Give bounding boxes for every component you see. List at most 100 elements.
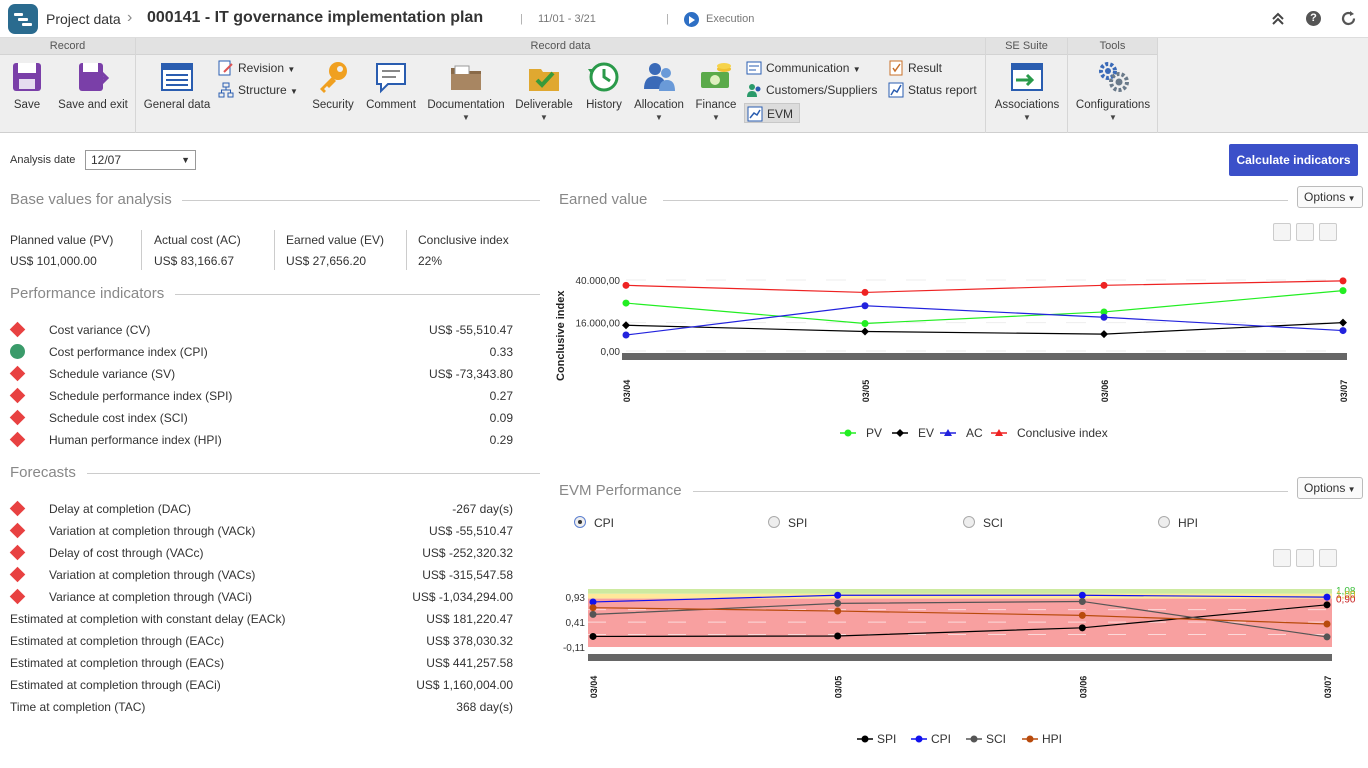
execution-status-icon — [684, 12, 699, 27]
revision-button[interactable]: Revision ▼ — [218, 58, 295, 78]
gears-icon — [1096, 60, 1130, 94]
collapse-up-icon[interactable] — [1271, 12, 1285, 26]
y-tick-label: -0,11 — [563, 643, 585, 654]
allocation-button[interactable]: Allocation ▼ — [632, 60, 686, 123]
radio-hpi[interactable] — [1158, 516, 1170, 528]
structure-button[interactable]: Structure ▼ — [218, 80, 298, 100]
legend-label: HPI — [1042, 732, 1062, 746]
status-bad-icon — [10, 589, 26, 605]
series-line-pv — [626, 291, 1343, 324]
indicator-value: US$ 378,030.32 — [426, 634, 513, 648]
data-point — [1101, 314, 1108, 321]
evm-chart-icon — [747, 106, 763, 122]
calculate-indicators-button[interactable]: Calculate indicators — [1229, 144, 1358, 176]
band-label: 0,90 — [1336, 595, 1356, 606]
associations-button[interactable]: Associations ▼ — [990, 60, 1064, 123]
indicator-value: US$ -315,547.58 — [422, 568, 513, 582]
forecasts-title: Forecasts — [10, 464, 76, 481]
data-point — [834, 632, 841, 639]
associations-label: Associations — [995, 99, 1060, 111]
data-point — [590, 611, 597, 618]
indicator-label: Delay of cost through (VACc) — [49, 546, 204, 560]
help-icon[interactable]: ? — [1306, 11, 1321, 26]
legend-marker — [862, 736, 869, 743]
zoom-out-icon[interactable] — [1273, 223, 1291, 241]
data-point — [1079, 612, 1086, 619]
comment-button[interactable]: Comment — [364, 60, 418, 111]
data-point — [623, 300, 630, 307]
x-axis-bar — [622, 353, 1347, 360]
evm-button[interactable]: EVM — [744, 103, 800, 123]
history-button[interactable]: History — [582, 60, 626, 111]
data-point — [834, 592, 841, 599]
status-bad-icon — [10, 523, 26, 539]
indicator-label: Delay at completion (DAC) — [49, 502, 191, 516]
form-window-icon — [160, 60, 194, 94]
group-se-suite-title: SE Suite — [986, 38, 1067, 55]
reset-zoom-icon[interactable] — [1296, 549, 1314, 567]
general-data-button[interactable]: General data — [140, 60, 214, 111]
y-tick-label: 40.000,00 — [576, 276, 621, 287]
earned-value-chart: 0,00 16.000,00 40.000,00 Conclusive index 03… — [548, 248, 1360, 448]
status-bad-icon — [10, 410, 26, 426]
breadcrumb-root[interactable]: Project data — [46, 11, 121, 27]
group-record-data-title: Record data — [136, 38, 985, 55]
finance-button[interactable]: Finance ▼ — [692, 60, 740, 123]
radio-spi[interactable] — [768, 516, 780, 528]
indicator-label: Variation at completion through (VACk) — [49, 524, 255, 538]
indicator-label: Cost performance index (CPI) — [49, 345, 208, 359]
status-good-icon — [10, 344, 25, 359]
indicator-label: Schedule cost index (SCI) — [49, 411, 188, 425]
indicator-value: US$ 441,257.58 — [426, 656, 513, 670]
earned-value-divider — [663, 200, 1288, 201]
indicator-label: Time at completion (TAC) — [10, 700, 145, 714]
analysis-date-select[interactable]: 12/07 ▼ — [85, 150, 196, 170]
earned-value-options-button[interactable]: Options ▼ — [1297, 186, 1363, 208]
evm-performance-chart: 1,081,000,90-0,110,410,9303/04 03/05 03/06… — [548, 578, 1360, 753]
indicator-label: Estimated at completion with constant de… — [10, 612, 285, 626]
legend-marker — [845, 430, 852, 437]
deliverable-button[interactable]: Deliverable ▼ — [514, 60, 574, 123]
configurations-label: Configurations — [1076, 99, 1150, 111]
comment-bubble-icon — [374, 60, 408, 94]
save-button[interactable]: Save — [8, 60, 46, 111]
data-point — [1324, 620, 1331, 627]
page-title: 000141 - IT governance implementation pl… — [147, 9, 483, 27]
evm-performance-divider — [693, 491, 1288, 492]
app-logo[interactable] — [8, 4, 38, 34]
reset-zoom-icon[interactable] — [1296, 223, 1314, 241]
evm-options-button[interactable]: Options ▼ — [1297, 477, 1363, 499]
security-button[interactable]: Security — [310, 60, 356, 111]
save-label: Save — [14, 99, 40, 111]
pan-icon[interactable] — [1319, 549, 1337, 567]
indicator-label: Variation at completion through (VACs) — [49, 568, 255, 582]
configurations-button[interactable]: Configurations ▼ — [1074, 60, 1152, 123]
base-value-ac: US$ 83,166.67 — [154, 254, 234, 268]
zoom-out-icon[interactable] — [1273, 549, 1291, 567]
customers-suppliers-button[interactable]: Customers/Suppliers — [746, 80, 877, 100]
group-se-suite: SE Suite Associations ▼ — [986, 38, 1068, 133]
evm-performance-title: EVM Performance — [559, 482, 682, 499]
data-point — [862, 320, 869, 327]
legend-marker — [916, 736, 923, 743]
radio-sci[interactable] — [963, 516, 975, 528]
save-and-exit-button[interactable]: Save and exit — [56, 60, 130, 111]
indicator-label: Cost variance (CV) — [49, 323, 150, 337]
revision-label: Revision — [238, 61, 284, 75]
x-tick-label: 03/04 — [589, 676, 599, 699]
communication-button[interactable]: Communication ▼ — [746, 58, 861, 78]
indicator-value: 0.27 — [490, 389, 513, 403]
documentation-button[interactable]: Documentation ▼ — [426, 60, 506, 123]
pan-icon[interactable] — [1319, 223, 1337, 241]
indicator-value: US$ 1,160,004.00 — [416, 678, 513, 692]
data-point — [1079, 598, 1086, 605]
x-tick-label: 03/06 — [1078, 676, 1088, 699]
documentation-label: Documentation — [427, 99, 504, 111]
refresh-icon[interactable] — [1340, 10, 1357, 27]
base-label-conclusive: Conclusive index — [418, 233, 509, 247]
save-exit-icon — [76, 60, 110, 94]
result-button[interactable]: Result — [888, 58, 942, 78]
execution-status: Execution — [706, 13, 754, 25]
status-report-button[interactable]: Status report — [888, 80, 977, 100]
radio-cpi[interactable] — [574, 516, 586, 528]
